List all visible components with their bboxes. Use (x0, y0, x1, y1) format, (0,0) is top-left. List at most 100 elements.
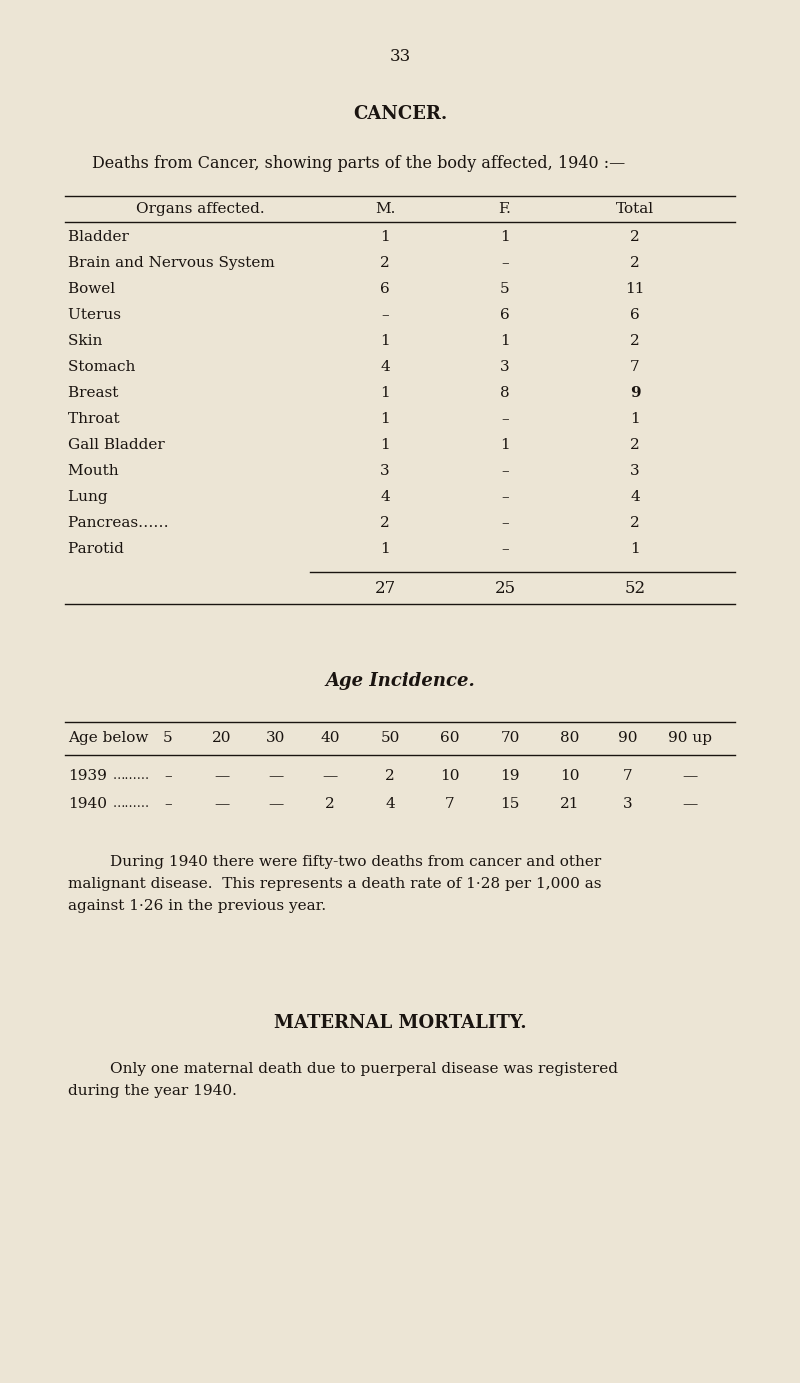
Text: –: – (164, 769, 172, 783)
Text: —: — (214, 797, 230, 810)
Text: –: – (381, 308, 389, 322)
Text: 1: 1 (380, 230, 390, 243)
Text: Bowel: Bowel (68, 282, 202, 296)
Text: Throat: Throat (68, 412, 206, 426)
Text: 7: 7 (623, 769, 633, 783)
Text: 5: 5 (500, 282, 510, 296)
Text: Organs affected.: Organs affected. (136, 202, 264, 216)
Text: Only one maternal death due to puerperal disease was registered: Only one maternal death due to puerperal… (110, 1062, 618, 1076)
Text: 2: 2 (630, 516, 640, 530)
Text: 4: 4 (630, 490, 640, 503)
Text: 2: 2 (630, 335, 640, 349)
Text: Parotid: Parotid (68, 542, 210, 556)
Text: 25: 25 (494, 579, 515, 597)
Text: 1: 1 (380, 386, 390, 400)
Text: 30: 30 (266, 732, 286, 745)
Text: Lung: Lung (68, 490, 194, 503)
Text: –: – (164, 797, 172, 810)
Text: Age below: Age below (68, 732, 148, 745)
Text: 7: 7 (445, 797, 455, 810)
Text: 3: 3 (623, 797, 633, 810)
Text: 33: 33 (390, 48, 410, 65)
Text: 2: 2 (630, 230, 640, 243)
Text: Age Incidence.: Age Incidence. (325, 672, 475, 690)
Text: 3: 3 (500, 360, 510, 373)
Text: 2: 2 (385, 769, 395, 783)
Text: 1: 1 (630, 542, 640, 556)
Text: —: — (268, 797, 284, 810)
Text: 2: 2 (630, 438, 640, 452)
Text: against 1·26 in the previous year.: against 1·26 in the previous year. (68, 899, 326, 913)
Text: 8: 8 (500, 386, 510, 400)
Text: 1: 1 (500, 438, 510, 452)
Text: 50: 50 (380, 732, 400, 745)
Text: 5: 5 (163, 732, 173, 745)
Text: –: – (501, 256, 509, 270)
Text: during the year 1940.: during the year 1940. (68, 1084, 237, 1098)
Text: ………: ……… (113, 769, 150, 781)
Text: –: – (501, 412, 509, 426)
Text: CANCER.: CANCER. (353, 105, 447, 123)
Text: Skin: Skin (68, 335, 184, 349)
Text: Total: Total (616, 202, 654, 216)
Text: 6: 6 (380, 282, 390, 296)
Text: 60: 60 (440, 732, 460, 745)
Text: –: – (501, 542, 509, 556)
Text: –: – (501, 516, 509, 530)
Text: 52: 52 (625, 579, 646, 597)
Text: 20: 20 (212, 732, 232, 745)
Text: Mouth: Mouth (68, 465, 206, 479)
Text: During 1940 there were fifty-two deaths from cancer and other: During 1940 there were fifty-two deaths … (110, 855, 602, 869)
Text: 1940: 1940 (68, 797, 107, 810)
Text: Deaths from Cancer, showing parts of the body affected, 1940 :—: Deaths from Cancer, showing parts of the… (92, 155, 626, 171)
Text: 6: 6 (500, 308, 510, 322)
Text: 6: 6 (630, 308, 640, 322)
Text: Uterus: Uterus (68, 308, 208, 322)
Text: –: – (501, 490, 509, 503)
Text: —: — (682, 769, 698, 783)
Text: Gall Bladder: Gall Bladder (68, 438, 234, 452)
Text: M.: M. (375, 202, 395, 216)
Text: 4: 4 (380, 490, 390, 503)
Text: 27: 27 (374, 579, 396, 597)
Text: —: — (214, 769, 230, 783)
Text: 11: 11 (626, 282, 645, 296)
Text: 90: 90 (618, 732, 638, 745)
Text: 1: 1 (630, 412, 640, 426)
Text: 4: 4 (385, 797, 395, 810)
Text: 3: 3 (380, 465, 390, 479)
Text: 21: 21 (560, 797, 580, 810)
Text: 90 up: 90 up (668, 732, 712, 745)
Text: 4: 4 (380, 360, 390, 373)
Text: —: — (322, 769, 338, 783)
Text: 80: 80 (560, 732, 580, 745)
Text: 3: 3 (630, 465, 640, 479)
Text: —: — (682, 797, 698, 810)
Text: 1: 1 (380, 438, 390, 452)
Text: 2: 2 (380, 256, 390, 270)
Text: —: — (268, 769, 284, 783)
Text: Stomach: Stomach (68, 360, 222, 373)
Text: 7: 7 (630, 360, 640, 373)
Text: 1: 1 (380, 412, 390, 426)
Text: Pancreas……: Pancreas…… (68, 516, 238, 530)
Text: 1: 1 (500, 335, 510, 349)
Text: ………: ……… (113, 797, 150, 810)
Text: 10: 10 (440, 769, 460, 783)
Text: Bladder: Bladder (68, 230, 214, 243)
Text: Brain and Nervous System: Brain and Nervous System (68, 256, 310, 270)
Text: 1: 1 (500, 230, 510, 243)
Text: F.: F. (498, 202, 511, 216)
Text: 19: 19 (500, 769, 520, 783)
Text: 2: 2 (630, 256, 640, 270)
Text: 70: 70 (500, 732, 520, 745)
Text: 1939: 1939 (68, 769, 107, 783)
Text: 15: 15 (500, 797, 520, 810)
Text: –: – (501, 465, 509, 479)
Text: 2: 2 (380, 516, 390, 530)
Text: 10: 10 (560, 769, 580, 783)
Text: 2: 2 (325, 797, 335, 810)
Text: malignant disease.  This represents a death rate of 1·28 per 1,000 as: malignant disease. This represents a dea… (68, 877, 602, 891)
Text: 1: 1 (380, 542, 390, 556)
Text: Breast: Breast (68, 386, 206, 400)
